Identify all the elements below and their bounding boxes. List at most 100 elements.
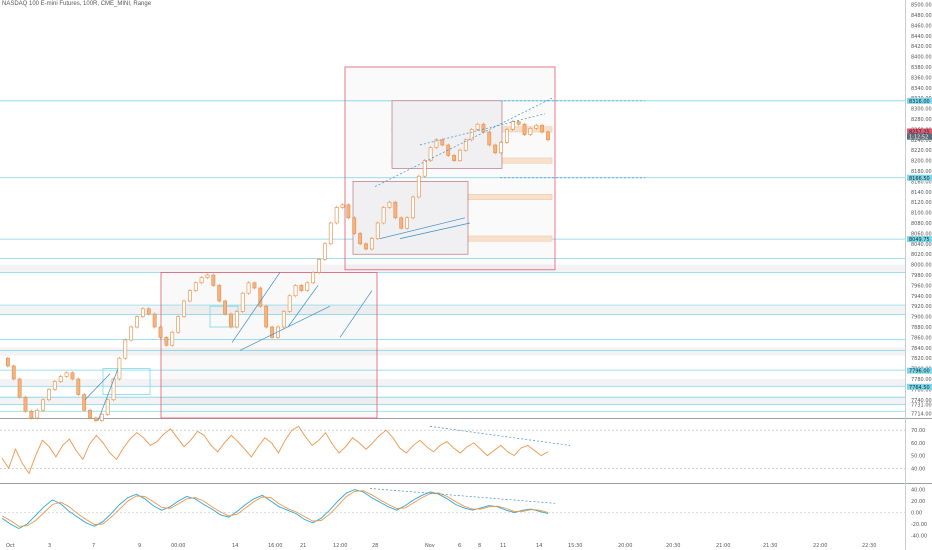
trend-line [419, 113, 546, 146]
price-label-text: 8166.50 [909, 176, 930, 182]
candle [458, 149, 462, 161]
candle [358, 233, 363, 245]
support-zone [0, 379, 905, 387]
range-box [344, 66, 556, 271]
price-tick-label: 8200.00 [911, 159, 932, 165]
time-tick-label: 22:00 [813, 543, 827, 549]
time-tick-label: Oct [6, 543, 15, 549]
candle [387, 201, 392, 208]
price-tick-label: 7714.00 [911, 411, 932, 417]
rsi-tick-label: 60.00 [911, 441, 925, 447]
candle [199, 277, 204, 284]
price-label-box [907, 133, 932, 140]
candle [129, 326, 134, 341]
candle [193, 282, 198, 291]
stoch-tick-label: -20.00 [911, 522, 927, 528]
candle [422, 160, 427, 177]
time-tick-label: 12:00 [333, 543, 347, 549]
time-tick-label: 22:30 [862, 543, 876, 549]
candle [234, 311, 239, 328]
stoch-d-line [1, 490, 549, 527]
price-tick-label: 7760.00 [911, 387, 932, 393]
candle [293, 285, 298, 297]
candle [217, 285, 222, 302]
candle [540, 124, 545, 133]
price-tick-label: 8480.00 [911, 13, 932, 19]
candle [487, 131, 492, 146]
price-tick-label: 8360.00 [911, 75, 932, 81]
price-tick-label: 7820.00 [911, 356, 932, 362]
support-zone [0, 264, 905, 273]
candle [246, 282, 251, 294]
candle [11, 365, 16, 380]
time-tick-label: 9 [138, 543, 141, 549]
candle [176, 316, 181, 333]
price-tick-label: 8220.00 [911, 148, 932, 154]
price-tick-label: 8420.00 [911, 44, 932, 50]
price-tick-label: 8400.00 [911, 55, 932, 61]
candle [534, 124, 539, 129]
stoch-trend-line [369, 488, 556, 504]
candle [35, 409, 40, 419]
candle [47, 389, 51, 401]
candle [505, 129, 509, 143]
candle [299, 285, 304, 291]
price-tick-label: 8440.00 [911, 34, 932, 40]
candle [364, 243, 368, 250]
candle [146, 308, 151, 315]
trend-line [374, 97, 553, 187]
time-tick-label: 16:00 [268, 543, 282, 549]
stoch-tick-label: 20.00 [911, 499, 925, 505]
rsi-line [1, 425, 549, 475]
candle [23, 396, 28, 412]
candle [70, 372, 75, 380]
trend-line [239, 305, 331, 351]
candle [211, 274, 216, 286]
range-box [160, 271, 378, 419]
candle [58, 376, 63, 382]
candle [528, 128, 533, 135]
candle [82, 394, 87, 411]
time-tick-label: 8 [478, 543, 481, 549]
price-tick-label: 8100.00 [911, 211, 932, 217]
candle [99, 414, 104, 421]
price-label-text: 8049.75 [909, 237, 930, 243]
candle [123, 339, 128, 359]
candle [182, 300, 186, 317]
candle [375, 222, 380, 239]
candle [516, 121, 521, 125]
candle [493, 144, 498, 154]
price-tick-label: 8280.00 [911, 117, 932, 123]
candle [399, 217, 404, 229]
time-tick-label: 14 [232, 543, 238, 549]
candle [187, 290, 192, 302]
time-tick-label: Nov [425, 543, 435, 549]
candle [323, 243, 327, 260]
price-label-text: 1:12:52 [909, 135, 928, 141]
price-tick-label: 8340.00 [911, 86, 932, 92]
candle [440, 139, 445, 146]
candle [311, 272, 316, 284]
price-label-text: 8316.00 [909, 99, 930, 105]
time-tick-label: 14 [536, 543, 542, 549]
price-tick-label: 8380.00 [911, 65, 932, 71]
candle [5, 357, 10, 367]
stoch-tick-label: -40.00 [911, 533, 927, 539]
candle [88, 409, 92, 419]
price-tick-label: 8300.00 [911, 107, 932, 113]
price-tick-label: 8040.00 [911, 242, 932, 248]
price-tick-label: 8180.00 [911, 169, 932, 175]
candle [229, 313, 233, 328]
price-tick-label: 8020.00 [911, 252, 932, 258]
price-tick-label: 8160.00 [911, 179, 932, 185]
candle [281, 311, 286, 328]
trend-line [97, 368, 119, 421]
price-label-box [907, 128, 932, 135]
time-tick-label: 11 [500, 543, 506, 549]
candle [328, 222, 333, 245]
time-tick-label: 6 [458, 543, 461, 549]
candle [205, 274, 210, 278]
support-zone [0, 306, 905, 314]
candle [510, 121, 515, 130]
price-tick-label: 7840.00 [911, 346, 932, 352]
